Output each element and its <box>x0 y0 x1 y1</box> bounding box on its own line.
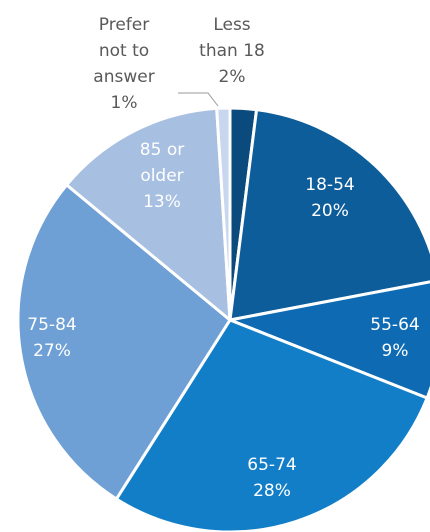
pie-slice <box>65 106 232 322</box>
slice-category-label: 75-84 <box>27 315 76 335</box>
slice-label: Prefer not to answer 1% <box>93 15 154 113</box>
leader-line <box>178 92 219 107</box>
slice-label: 55-64 9% <box>370 315 419 361</box>
slice-category-label: Less <box>213 15 250 35</box>
slice-category-label: 85 or <box>140 140 184 160</box>
slice-value-label: 9% <box>382 341 409 361</box>
slice-category-label: answer <box>93 67 154 87</box>
slice-category-label: not to <box>99 41 149 61</box>
pie-slice <box>215 106 232 322</box>
slice-value-label: 20% <box>311 201 349 221</box>
slice-value-label: 28% <box>253 481 291 501</box>
pie-slice <box>228 108 430 322</box>
slice-category-label: older <box>140 166 183 186</box>
slice-label: 75-84 27% <box>27 315 76 361</box>
slice-category-label: than 18 <box>199 41 265 61</box>
slice-category-label: 65-74 <box>247 455 296 475</box>
slice-value-label: 13% <box>143 192 181 212</box>
slice-label: 65-74 28% <box>247 455 296 501</box>
slice-label: 18-54 20% <box>305 175 354 221</box>
pie-slice <box>228 280 430 400</box>
slice-category-label: Prefer <box>99 15 149 35</box>
slice-category-label: 18-54 <box>305 175 354 195</box>
pie-slice <box>16 183 232 501</box>
slice-value-label: 1% <box>111 93 138 113</box>
slice-category-label: 55-64 <box>370 315 419 335</box>
slice-label: 85 or older 13% <box>140 140 184 212</box>
slice-label: Less than 18 2% <box>199 15 265 87</box>
slice-value-label: 2% <box>219 67 246 87</box>
pie-slice <box>114 318 429 532</box>
slice-value-label: 27% <box>33 341 71 361</box>
